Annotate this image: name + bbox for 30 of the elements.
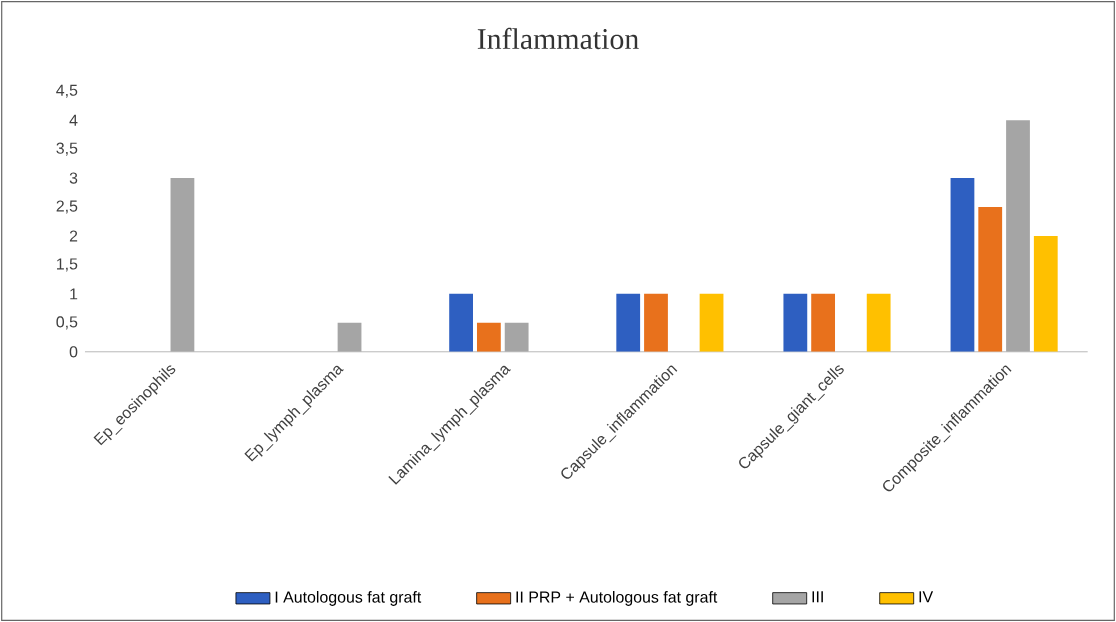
bar — [699, 293, 724, 352]
bar — [616, 293, 641, 352]
bar — [1006, 120, 1030, 352]
y-tick-label: 3,5 — [56, 142, 78, 156]
bar — [504, 322, 529, 352]
legend-label: IV — [919, 591, 934, 603]
bar — [476, 322, 501, 352]
bar — [1033, 235, 1058, 352]
bar — [783, 293, 808, 352]
y-tick-label: 2 — [69, 230, 78, 242]
bar — [978, 207, 1003, 352]
y-tick-label: 3 — [69, 172, 78, 184]
y-tick-label: 0,5 — [56, 316, 78, 330]
y-tick-label: 1 — [70, 288, 78, 300]
legend-label: I Autologous fat graft — [275, 591, 422, 606]
bar — [866, 293, 891, 352]
y-tick-label: 0 — [69, 346, 78, 358]
bar — [644, 293, 668, 352]
bar — [449, 293, 473, 352]
bar — [811, 293, 836, 352]
bar — [950, 178, 975, 352]
legend-label: II PRP + Autologous fat graft — [516, 591, 718, 606]
legend-label: III — [812, 591, 823, 603]
y-tick-label: 4,5 — [56, 84, 78, 98]
chart-title: Inflammation — [477, 27, 639, 50]
bar — [170, 178, 195, 352]
bar — [337, 322, 362, 352]
y-tick-label: 2,5 — [56, 200, 78, 214]
y-tick-label: 4 — [69, 114, 78, 126]
y-tick-label: 1,5 — [57, 258, 78, 272]
